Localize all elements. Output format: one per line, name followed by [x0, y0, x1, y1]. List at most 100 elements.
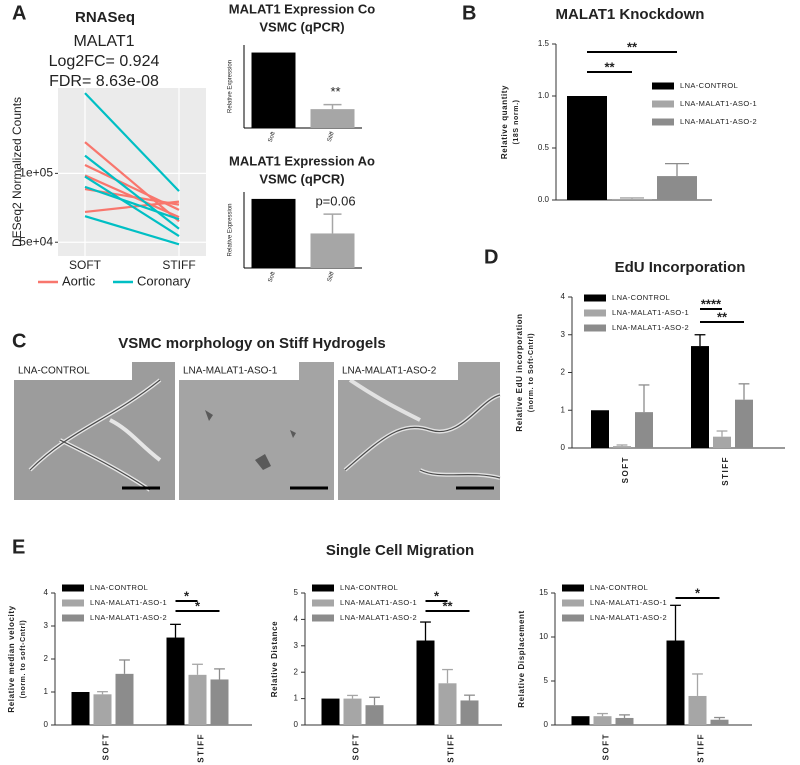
legend-swatch — [62, 599, 84, 607]
legend-swatch — [562, 584, 584, 592]
y-tick-label: 1 — [294, 694, 299, 703]
x-tick-label: STIFF — [721, 456, 730, 486]
bar — [710, 719, 729, 725]
y-axis-label: Relative Expression — [228, 60, 234, 113]
bar — [666, 640, 685, 725]
y-tick-label: 0.5 — [538, 143, 550, 152]
bar — [321, 698, 340, 725]
legend-swatch — [584, 294, 606, 302]
legend-label: LNA-MALAT1-ASO-1 — [612, 308, 689, 317]
bar — [93, 694, 112, 725]
y-tick-label: 2 — [294, 667, 299, 676]
data-line — [84, 141, 180, 223]
bar — [416, 640, 435, 725]
legend-swatch — [562, 614, 584, 622]
bar — [365, 705, 384, 725]
image-label-box — [179, 362, 299, 380]
bar — [567, 96, 607, 200]
bar — [438, 683, 457, 725]
y-tick-label: 4 — [294, 615, 299, 624]
x-tick-label: SOFT — [69, 258, 102, 272]
y-axis-label: Relative Displacement — [517, 610, 526, 708]
image-label-box — [14, 362, 132, 380]
micrograph — [14, 362, 175, 500]
y-tick-label: 4 — [44, 588, 49, 597]
image-label: LNA-CONTROL — [18, 366, 90, 377]
panel-letter: E — [12, 536, 25, 558]
legend-label: LNA-MALAT1-ASO-2 — [90, 613, 167, 622]
bar — [460, 700, 479, 725]
bar — [688, 695, 707, 725]
legend-label: Aortic — [62, 273, 96, 288]
x-tick-label: Stiff — [327, 131, 336, 143]
legend-swatch — [62, 614, 84, 622]
y-tick-label: 2 — [44, 654, 49, 663]
bar — [251, 198, 296, 268]
legend-label: LNA-MALAT1-ASO-2 — [612, 323, 689, 332]
legend-label: LNA-CONTROL — [90, 583, 148, 592]
y-axis-label: (norm. to soft-Cntrl) — [20, 620, 27, 699]
significance-label: **** — [701, 296, 722, 311]
panel-letter: D — [484, 246, 498, 268]
image-label: LNA-MALAT1-ASO-1 — [183, 366, 278, 377]
bar — [115, 673, 134, 725]
y-axis-label: (18S norm.) — [513, 99, 520, 144]
chart-subtitle: MALAT1 — [73, 33, 134, 50]
panel-title: VSMC morphology on Stiff Hydrogels — [118, 335, 386, 352]
legend-label: LNA-CONTROL — [590, 583, 648, 592]
x-tick-label: Soft — [268, 131, 277, 143]
bar — [691, 346, 709, 448]
y-axis-label: Relative EdU incorporation — [515, 313, 524, 431]
micrographs: LNA-CONTROL LNA-MALAT1-ASO-1 LNA-MALAT1-… — [14, 362, 501, 500]
y-tick-label: 3 — [44, 621, 49, 630]
y-tick-label: 1.0 — [538, 91, 550, 100]
y-axis-label: (norm. to Soft-Cntrl) — [528, 333, 535, 412]
legend-label: Coronary — [137, 273, 191, 288]
bar — [310, 233, 355, 268]
legend-label: LNA-CONTROL — [612, 293, 670, 302]
x-tick-label: STIFF — [197, 733, 206, 763]
significance-label: ** — [717, 309, 728, 324]
y-tick-label: 3 — [561, 330, 566, 339]
y-tick-label: 5 — [294, 588, 299, 597]
legend-swatch — [652, 82, 674, 90]
panel-letter: B — [462, 2, 476, 24]
legend-label: LNA-CONTROL — [340, 583, 398, 592]
legend-label: LNA-CONTROL — [680, 81, 738, 90]
chart-title: VSMC (qPCR) — [259, 19, 344, 34]
y-tick-label: 0 — [561, 443, 566, 452]
y-axis-label: DESeq2 Normalized Counts — [10, 97, 24, 247]
legend-swatch — [652, 100, 674, 108]
x-tick-label: Stiff — [327, 271, 336, 283]
bar — [188, 674, 207, 725]
bar — [71, 692, 90, 725]
x-tick-label: Soft — [268, 271, 277, 283]
y-tick-label: 1 — [44, 687, 49, 696]
y-tick-label: 5e+04 — [19, 234, 53, 248]
significance-label: ** — [627, 39, 638, 54]
image-label-box — [338, 362, 458, 380]
legend-swatch — [312, 599, 334, 607]
legend-swatch — [62, 584, 84, 592]
legend-swatch — [312, 584, 334, 592]
significance-label: * — [434, 588, 440, 603]
bar — [591, 410, 609, 448]
bar — [612, 198, 652, 200]
bar — [713, 436, 731, 448]
legend-swatch — [562, 599, 584, 607]
legend-swatch — [584, 324, 606, 332]
cell-edge — [29, 379, 161, 491]
y-tick-label: 0.0 — [538, 195, 550, 204]
data-line — [84, 154, 180, 230]
chart-subtitle: FDR= 8.63e-08 — [49, 73, 159, 90]
y-tick-label: 4 — [561, 292, 566, 301]
chart-title: EdU Incorporation — [615, 259, 746, 276]
cell-edge — [344, 394, 501, 479]
image-label: LNA-MALAT1-ASO-2 — [342, 366, 437, 377]
y-tick-label: 1.5 — [538, 39, 550, 48]
significance-label: * — [695, 585, 701, 600]
legend-swatch — [312, 614, 334, 622]
x-tick-label: SOFT — [602, 733, 611, 760]
annotation: ** — [330, 84, 340, 99]
legend-swatch — [584, 309, 606, 317]
